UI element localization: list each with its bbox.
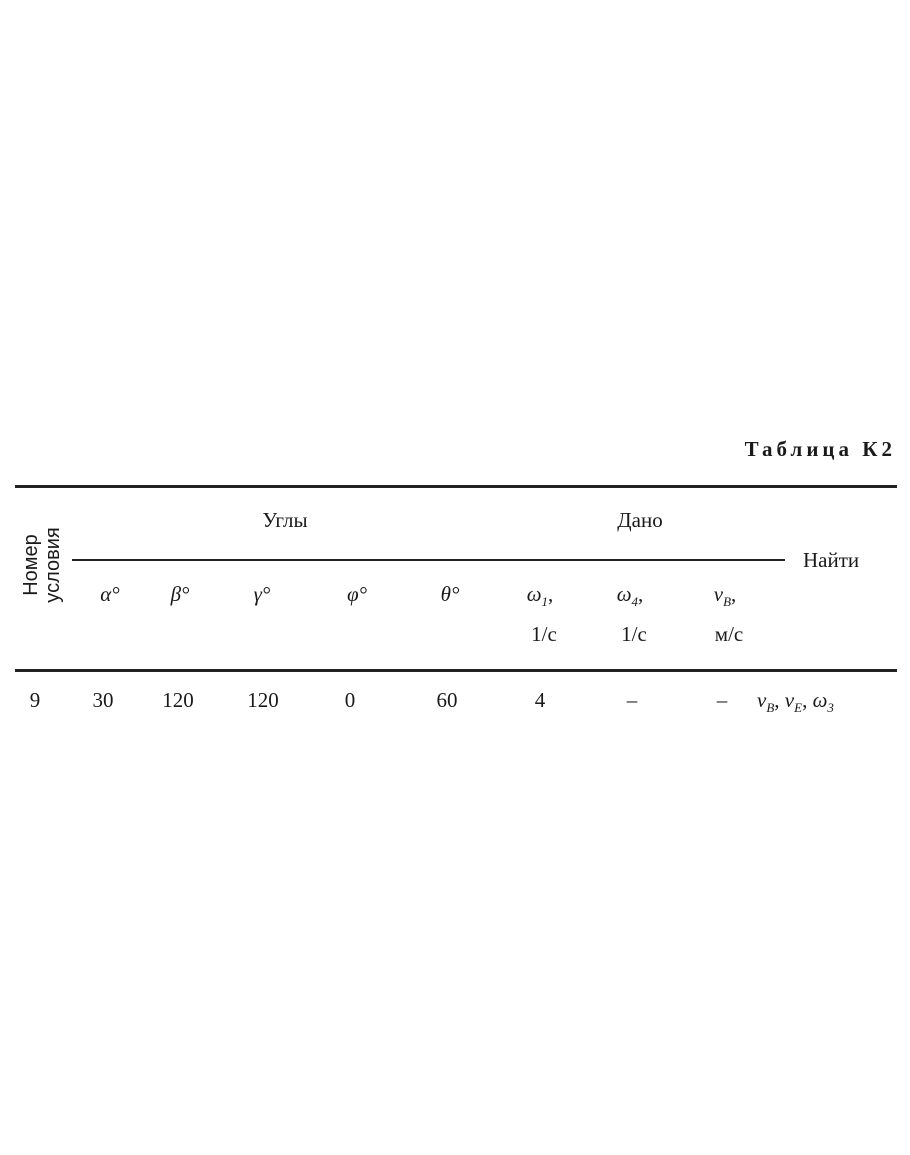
table-cell: 60 [436,688,458,712]
table-cell: 0 [344,688,356,712]
cell-number: 9 [29,688,41,712]
column-header-find: Найти [803,548,860,572]
column-header-symbol: β° [170,582,190,606]
header-bottom-rule [15,669,897,672]
column-header-symbol: ω4, [616,582,644,610]
number-label-line1: Номер [20,534,42,596]
column-header-symbol: φ° [346,582,368,606]
column-header-symbol: vB, [713,582,737,610]
column-header-unit: 1/c [621,622,647,646]
column-header-symbol: ω1, [526,582,554,610]
group-rule [72,559,785,561]
number-label-line2: условия [42,527,64,603]
table-cell: – [716,688,728,712]
top-rule [15,485,897,488]
cell-find: vB, vE, ω3 [757,688,834,716]
column-header-number: Номер условия [20,527,64,602]
group-header-given: Дано [617,508,663,532]
table-cell: – [626,688,638,712]
table-cell: 4 [534,688,546,712]
table-title: Таблица К2 [744,437,896,461]
table-cell: 120 [162,688,194,712]
column-header-symbol: α° [100,582,120,606]
column-header-unit: 1/c [531,622,557,646]
column-header-unit: м/с [714,622,744,646]
table-cell: 30 [92,688,114,712]
table-cell: 120 [247,688,279,712]
column-header-symbol: θ° [440,582,460,606]
column-header-symbol: γ° [253,582,271,606]
group-header-angles: Углы [262,508,308,532]
